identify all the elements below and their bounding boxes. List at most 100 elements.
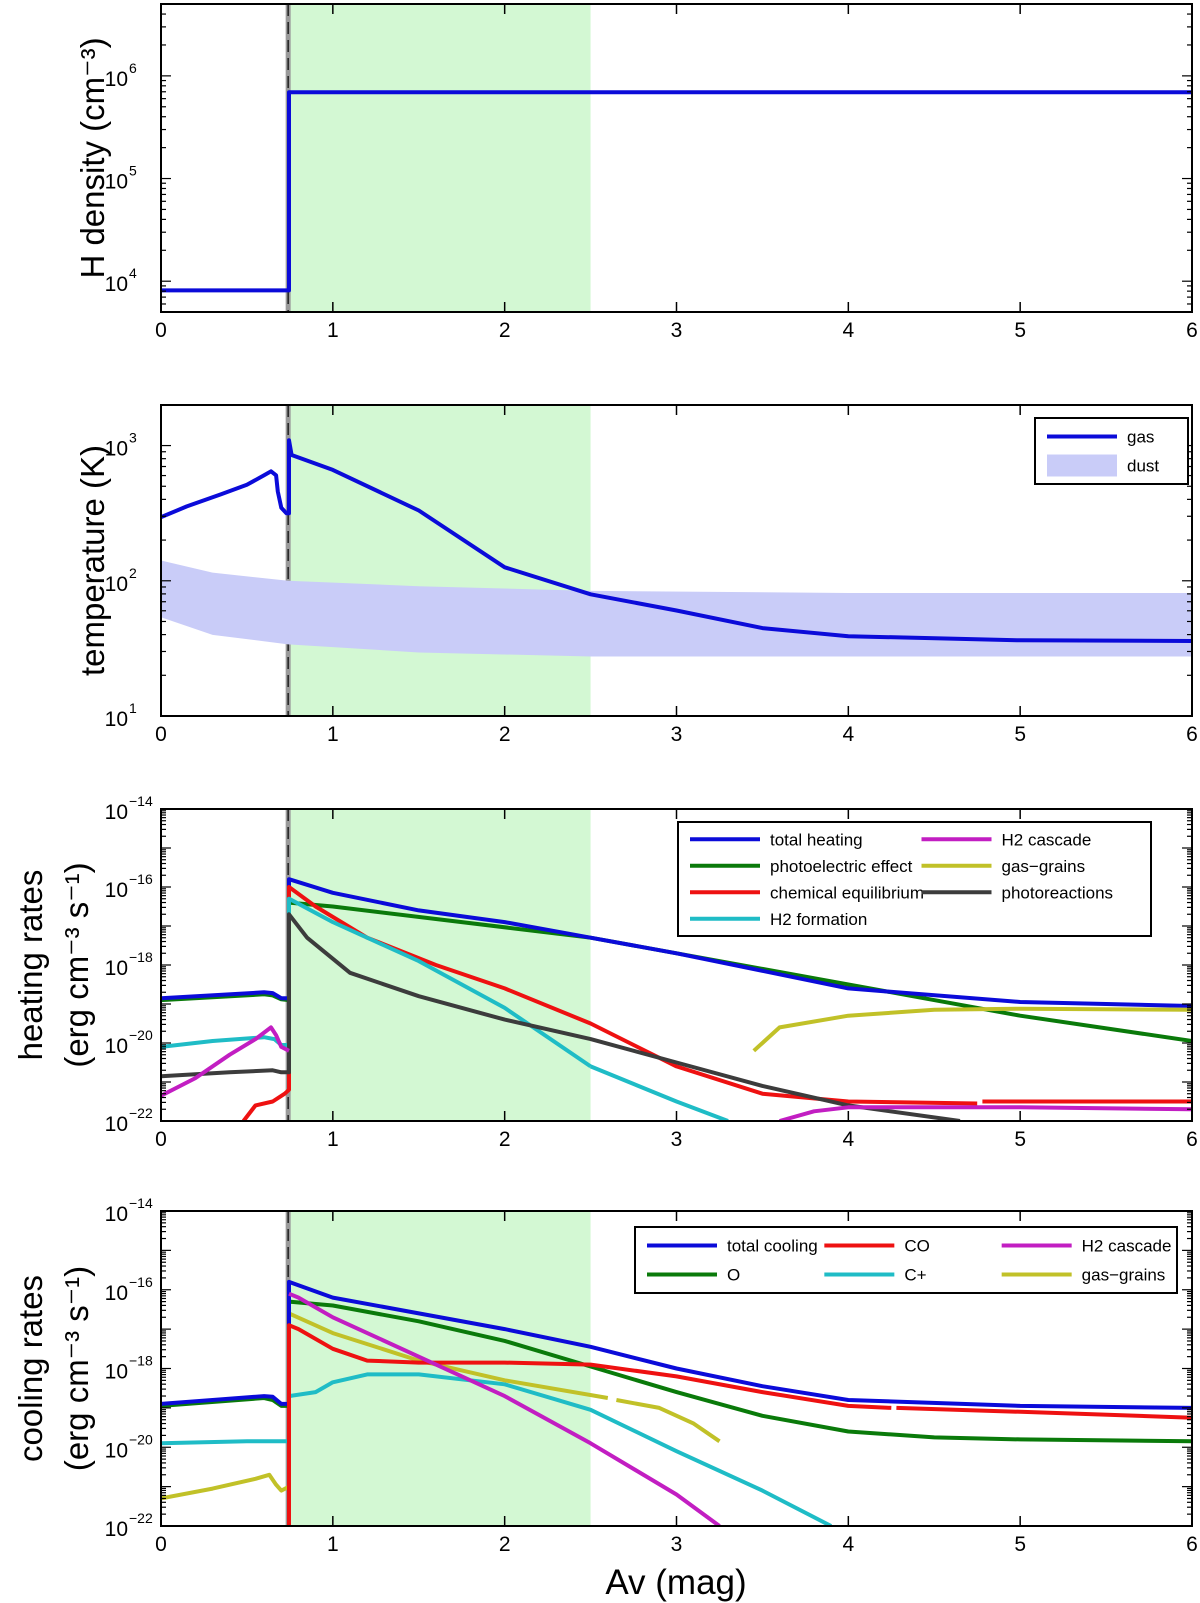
y-tick-exponent: 2 [129,565,137,581]
legend-swatch [1047,454,1117,477]
heating-y-axis-label-line2: (erg cm⁻³ s⁻¹) [58,862,95,1067]
series-gas-0 [161,438,1192,643]
cooling-y-axis-label-line2: (erg cm⁻³ s⁻¹) [58,1266,95,1471]
y-tick-label: 10 [105,1361,128,1384]
y-tick-label: 10 [105,1518,128,1541]
y-tick-label: 10 [105,708,128,731]
heating-plot-area [161,809,1192,1121]
series-total-heating-0 [161,877,1192,1008]
y-tick-label: 10 [105,273,128,296]
series-o-0 [161,1299,1192,1444]
legend-label: gas [1127,428,1154,447]
series-gas-grains-1 [616,1398,721,1443]
series-h-density-0 [161,90,1192,293]
y-tick-exponent: 5 [129,163,137,179]
y-tick-exponent: 1 [129,700,137,716]
x-tick-label: 6 [1186,1128,1198,1151]
y-tick-exponent: −20 [129,1431,153,1447]
x-tick-label: 3 [671,723,683,746]
series-gas-grains-0 [752,1006,1192,1053]
series-co-1 [896,1405,1192,1420]
series-photoreactions-0 [161,912,961,1121]
legend-box [634,1226,1178,1294]
y-tick-label: 10 [105,438,128,461]
y-tick-label: 10 [105,879,128,902]
y-tick-exponent: 3 [129,430,137,446]
x-tick-label: 4 [842,1533,854,1556]
x-tick-label: 1 [327,723,339,746]
series-h2-cascade-0 [161,1025,290,1098]
legend-label: chemical equilibrium [770,883,924,902]
cooling-y-axis-label-line1: cooling rates [12,1275,49,1462]
legend-label: gas−grains [1002,857,1086,876]
heating-legend: total heating photoelectric effect chemica… [677,821,1152,937]
y-tick-exponent: −16 [129,871,153,887]
series-total-cooling-0 [161,1279,1192,1410]
x-tick-label: 0 [155,1128,167,1151]
legend-label: C+ [904,1266,926,1285]
y-tick-exponent: −18 [129,949,153,965]
legend-label: H2 formation [770,910,867,929]
y-tick-exponent: −14 [129,1195,153,1211]
heating-y-axis-label-line1: heating rates [12,870,49,1061]
cooling-shaded-region [288,1211,591,1526]
y-tick-label: 10 [105,801,128,824]
x-tick-label: 1 [327,319,339,342]
series-c--0 [161,1372,833,1526]
cooling-plot-area [161,1211,1192,1526]
y-tick-label: 10 [105,1439,128,1462]
x-tick-label: 6 [1186,319,1198,342]
legend-label: total cooling [727,1237,818,1256]
legend-label: total heating [770,830,863,849]
y-tick-exponent: −18 [129,1353,153,1369]
x-tick-label: 4 [842,319,854,342]
legend-label: H2 cascade [1082,1237,1172,1256]
x-tick-label: 5 [1014,1533,1026,1556]
temperature-legend: gas dust [1034,417,1189,485]
y-tick-exponent: −22 [129,1510,153,1526]
x-tick-label: 2 [499,723,511,746]
x-tick-label: 1 [327,1533,339,1556]
x-tick-label: 0 [155,319,167,342]
x-tick-label: 6 [1186,1533,1198,1556]
legend-label: CO [904,1237,930,1256]
x-tick-label: 1 [327,1128,339,1151]
series-h2-cascade-1 [779,1105,1192,1121]
x-tick-label: 3 [671,1533,683,1556]
x-tick-label: 5 [1014,319,1026,342]
y-tick-label: 10 [105,957,128,980]
y-tick-label: 10 [105,573,128,596]
series-h2-cascade-0 [288,1291,721,1526]
temperature-y-axis-label: temperature (K) [74,445,111,676]
series-co-0 [287,1323,892,1526]
y-tick-exponent: −14 [129,793,153,809]
series-h2-formation-1 [589,1064,729,1121]
x-tick-label: 3 [671,319,683,342]
y-tick-exponent: 4 [129,265,137,281]
cooling-legend: total cooling O CO C+ H2 cascade gas−grains [634,1226,1178,1294]
y-tick-exponent: −22 [129,1105,153,1121]
y-tick-label: 10 [105,1035,128,1058]
x-tick-label: 4 [842,723,854,746]
legend-label: O [727,1266,740,1285]
x-tick-label: 2 [499,319,511,342]
density-plot-area [161,4,1192,312]
y-tick-exponent: 6 [129,60,137,76]
x-tick-label: 5 [1014,723,1026,746]
y-tick-label: 10 [105,171,128,194]
y-tick-label: 10 [105,1113,128,1136]
x-tick-label: 6 [1186,723,1198,746]
legend-label: photoreactions [1002,883,1114,902]
x-tick-label: 3 [671,1128,683,1151]
x-tick-label: 4 [842,1128,854,1151]
x-tick-label: 0 [155,723,167,746]
legend-label: dust [1127,457,1159,476]
y-tick-exponent: −16 [129,1274,153,1290]
legend-label: H2 cascade [1002,830,1092,849]
x-axis-label: Av (mag) [605,1563,746,1602]
